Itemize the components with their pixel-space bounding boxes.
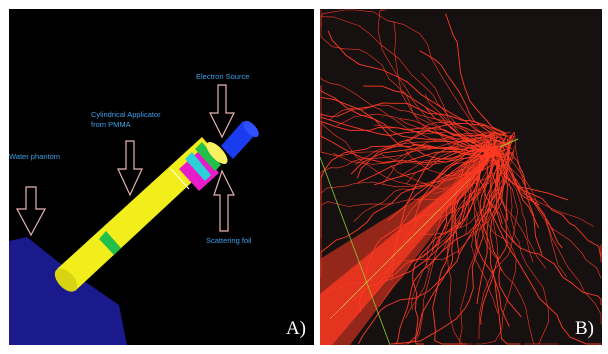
electron-track	[407, 145, 499, 245]
electron-track	[438, 134, 508, 180]
electron-track	[356, 123, 507, 179]
electron-track	[393, 21, 503, 140]
electron-track	[357, 143, 493, 345]
scattering-foil-ring	[195, 142, 221, 171]
applicator-end-cap	[54, 268, 78, 292]
electron-track	[480, 159, 508, 325]
panel-a-label: A)	[285, 318, 306, 339]
water-phantom-arrow	[15, 186, 47, 237]
electron-track	[488, 155, 601, 345]
electron-track	[514, 132, 602, 325]
electron-track	[336, 113, 513, 149]
electron-source-tip	[243, 120, 259, 138]
photon-track	[499, 138, 519, 148]
electron-track	[320, 126, 496, 163]
electron-track	[320, 84, 513, 186]
electron-track	[320, 120, 507, 145]
electron-track	[495, 161, 602, 306]
electron-source-arrow	[209, 84, 235, 139]
electron-track	[411, 159, 500, 310]
electron-track	[478, 131, 519, 340]
applicator-tube	[57, 137, 219, 291]
water-phantom-block	[9, 237, 127, 345]
electron-track	[320, 10, 490, 138]
applicator-seam	[170, 168, 190, 190]
electron-track	[405, 146, 501, 319]
water-phantom-label: Water phantom	[9, 152, 60, 161]
electron-source-label: Electron Source	[196, 72, 250, 81]
electron-track	[390, 143, 509, 189]
cyan-ring	[185, 152, 211, 181]
electron-track	[432, 157, 509, 252]
electron-track	[320, 144, 501, 200]
panel-a-geometry: Electron Source Cylindrical Applicator f…	[9, 9, 314, 345]
electron-track	[400, 136, 490, 177]
electron-track	[327, 30, 510, 146]
electron-track	[320, 122, 509, 157]
electron-track	[390, 137, 507, 345]
electron-track	[425, 94, 491, 143]
electron-track	[320, 9, 490, 143]
electron-track	[352, 158, 514, 319]
electron-track	[320, 96, 502, 160]
particle-tracks-drawing	[320, 9, 602, 345]
electron-track	[501, 145, 602, 279]
electron-track	[382, 132, 505, 184]
applicator-ring	[99, 231, 121, 255]
electron-track	[432, 148, 492, 190]
electron-track	[320, 16, 498, 157]
photon-track	[320, 156, 391, 345]
electron-track	[507, 134, 540, 206]
electron-track	[419, 50, 506, 136]
electron-track	[391, 151, 495, 281]
electron-track	[498, 132, 543, 256]
electron-track	[352, 151, 490, 301]
electron-track	[320, 86, 486, 152]
electron-track	[489, 141, 567, 278]
photon-track	[329, 178, 471, 320]
panel-b-tracks: B)	[320, 9, 602, 345]
applicator-top-disc	[206, 141, 228, 165]
electron-track	[320, 147, 502, 259]
electron-track	[407, 141, 489, 345]
electron-track	[475, 132, 517, 345]
electron-track	[479, 149, 521, 345]
electron-track	[320, 147, 503, 238]
scattering-foil-label: Scattering foil	[206, 236, 252, 245]
electron-track	[495, 147, 534, 263]
electron-track	[350, 143, 496, 175]
electron-track	[494, 148, 549, 345]
electron-track	[489, 138, 522, 318]
geometry-drawing	[9, 84, 259, 345]
electron-track	[389, 132, 494, 260]
electron-track	[445, 13, 507, 135]
electron-track	[475, 133, 510, 327]
applicator-arrow	[117, 140, 143, 197]
electron-track	[432, 147, 493, 345]
electron-track	[488, 144, 602, 262]
track-group	[320, 9, 602, 345]
electron-track	[359, 159, 490, 313]
electron-track	[497, 149, 547, 269]
electron-track	[394, 135, 515, 345]
panel-b-label: B)	[575, 318, 594, 339]
applicator-label-line1: Cylindrical Applicator	[91, 110, 161, 119]
electron-track	[332, 140, 489, 165]
scattering-foil-arrow	[213, 169, 235, 232]
electron-track	[399, 118, 488, 156]
applicator-label-line2: from PMMA	[91, 120, 131, 129]
